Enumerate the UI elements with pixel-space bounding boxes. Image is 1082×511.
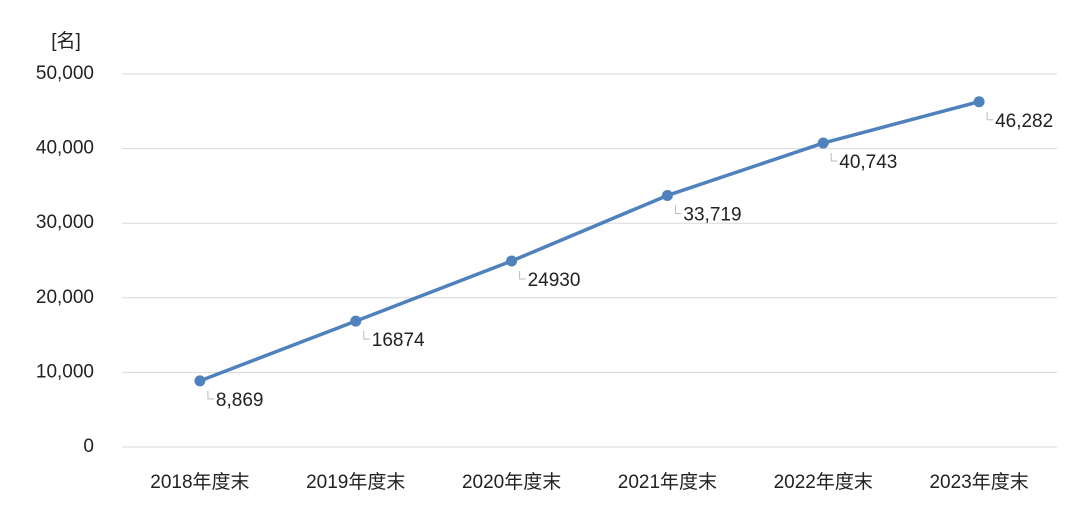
y-tick-label: 30,000: [36, 212, 94, 233]
y-tick-label: 50,000: [36, 63, 94, 84]
x-tick-label: 2022年度末: [774, 471, 873, 493]
y-axis-label: [名]: [51, 30, 81, 52]
label-leader: [207, 390, 214, 400]
x-tick-label: 2018年度末: [150, 471, 249, 493]
data-point: [194, 375, 206, 387]
label-leader: [519, 271, 526, 280]
x-tick-label: 2023年度末: [929, 471, 1028, 493]
y-tick-label: 0: [83, 436, 94, 457]
label-leader: [674, 205, 682, 214]
data-label: 40,743: [839, 152, 897, 173]
data-label: 33,719: [683, 204, 741, 225]
data-point: [973, 96, 985, 108]
label-leader: [363, 331, 370, 340]
x-tick-label: 2019年度末: [306, 471, 405, 493]
y-tick-label: 10,000: [36, 361, 94, 382]
data-label: 16874: [372, 330, 425, 351]
y-tick-label: 20,000: [36, 287, 94, 308]
x-tick-label: 2021年度末: [618, 471, 717, 493]
data-label: 8,869: [216, 390, 264, 411]
data-point: [350, 315, 362, 327]
data-label: 24930: [528, 270, 581, 291]
data-point: [817, 137, 829, 149]
data-line: [199, 100, 980, 383]
label-leader: [830, 153, 838, 162]
x-tick-label: 2020年度末: [462, 471, 561, 493]
y-tick-label: 40,000: [36, 138, 94, 159]
data-point: [506, 255, 518, 267]
label-leader: [986, 111, 994, 121]
data-point: [661, 189, 673, 201]
data-label: 46,282: [995, 111, 1053, 132]
